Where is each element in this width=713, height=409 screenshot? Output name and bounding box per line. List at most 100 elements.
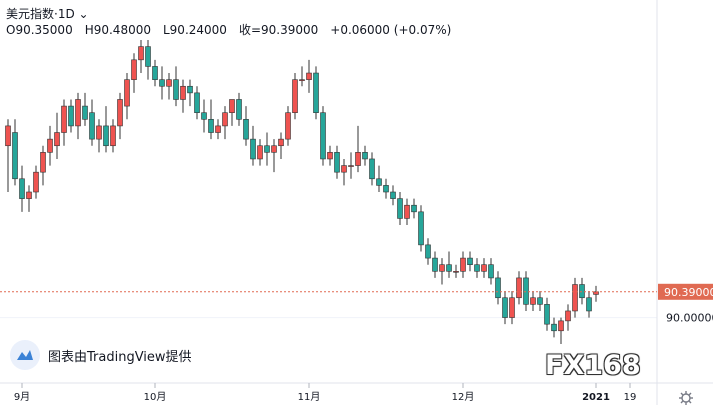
y-tick-label: 90.00000 xyxy=(666,312,713,325)
candle xyxy=(558,317,564,344)
candle xyxy=(551,317,557,338)
candle xyxy=(425,238,431,265)
candle xyxy=(89,99,95,146)
candle xyxy=(348,152,354,179)
candle xyxy=(355,125,361,173)
candle xyxy=(579,277,585,305)
candle xyxy=(516,271,522,305)
candle xyxy=(544,297,550,331)
candle xyxy=(5,119,11,192)
candle xyxy=(313,66,319,120)
candle xyxy=(320,106,326,166)
tradingview-logo-icon xyxy=(10,340,40,370)
candle xyxy=(467,251,473,272)
separator: · xyxy=(54,7,58,21)
candle xyxy=(152,59,158,87)
candle xyxy=(439,258,445,285)
candle xyxy=(47,125,53,166)
candle xyxy=(411,198,417,219)
candle xyxy=(460,251,466,278)
candle xyxy=(187,79,193,107)
low-value: L90.24000 xyxy=(162,23,227,37)
fx168-watermark-logo: FX168 xyxy=(545,350,641,381)
gear-icon[interactable] xyxy=(678,390,694,406)
candle xyxy=(369,152,375,186)
candle xyxy=(376,165,382,192)
symbol-name[interactable]: 美元指数 xyxy=(6,7,55,21)
candle xyxy=(509,291,515,325)
candle xyxy=(40,145,46,186)
candle xyxy=(285,106,291,146)
candle xyxy=(75,92,81,140)
candle xyxy=(222,106,228,140)
candle xyxy=(404,198,410,226)
x-tick-label: 12月 xyxy=(452,391,475,403)
x-tick-label: 19 xyxy=(624,392,637,403)
candle xyxy=(250,125,256,166)
tradingview-attribution[interactable]: 图表由TradingView提供 xyxy=(10,340,192,370)
candle xyxy=(390,185,396,206)
candle xyxy=(138,40,144,74)
candle xyxy=(236,92,242,126)
candle xyxy=(488,258,494,285)
candle xyxy=(201,99,207,133)
candle xyxy=(362,145,368,166)
candle xyxy=(446,251,452,278)
attribution-text: 图表由TradingView提供 xyxy=(48,349,192,365)
candle xyxy=(383,178,389,199)
candle xyxy=(159,66,165,100)
candle xyxy=(271,139,277,173)
candle xyxy=(19,165,25,212)
candle xyxy=(110,119,116,153)
candle xyxy=(341,158,347,186)
candle xyxy=(215,119,221,140)
candle xyxy=(523,271,529,311)
x-tick-label: 10月 xyxy=(144,391,167,403)
candle xyxy=(495,271,501,305)
candle xyxy=(593,285,599,302)
x-tick-label: 11月 xyxy=(298,391,321,403)
close-value: 收=90.39000 xyxy=(238,23,319,37)
candle xyxy=(61,99,67,146)
open-value: O90.35000 xyxy=(6,23,73,37)
candle xyxy=(278,132,284,159)
candle xyxy=(145,40,151,80)
candle xyxy=(229,99,235,126)
candle xyxy=(432,251,438,278)
candle xyxy=(173,66,179,107)
chevron-down-icon[interactable]: ⌄ xyxy=(78,7,89,21)
candle xyxy=(68,99,74,133)
x-tick-label: 2021 xyxy=(582,392,610,403)
candle xyxy=(586,291,592,318)
candle xyxy=(453,264,459,278)
high-value: H90.48000 xyxy=(84,23,151,37)
candle xyxy=(299,66,305,87)
candle xyxy=(131,53,137,93)
legend-header: 美元指数·1D ⌄ O90.35000 H90.48000 L90.24000 收=9… xyxy=(6,6,451,38)
candle xyxy=(418,205,424,252)
interval-label[interactable]: 1D xyxy=(57,7,75,21)
candle xyxy=(572,277,578,318)
last-price-tag xyxy=(658,283,713,300)
change-value: +0.06000 (+0.07%) xyxy=(330,23,452,37)
candle xyxy=(537,291,543,311)
candle xyxy=(33,165,39,199)
candle xyxy=(166,73,172,100)
candle xyxy=(292,73,298,120)
candle xyxy=(264,132,270,166)
candle xyxy=(124,73,130,120)
candle xyxy=(96,119,102,153)
candle xyxy=(194,86,200,120)
candle xyxy=(530,291,536,311)
candle xyxy=(397,192,403,226)
candle xyxy=(117,92,123,140)
candle xyxy=(334,145,340,179)
last-price-label: 90.39000 xyxy=(664,286,713,299)
candle xyxy=(502,291,508,325)
candle xyxy=(474,258,480,278)
candle xyxy=(54,112,60,159)
candle xyxy=(180,79,186,113)
candle xyxy=(103,106,109,153)
